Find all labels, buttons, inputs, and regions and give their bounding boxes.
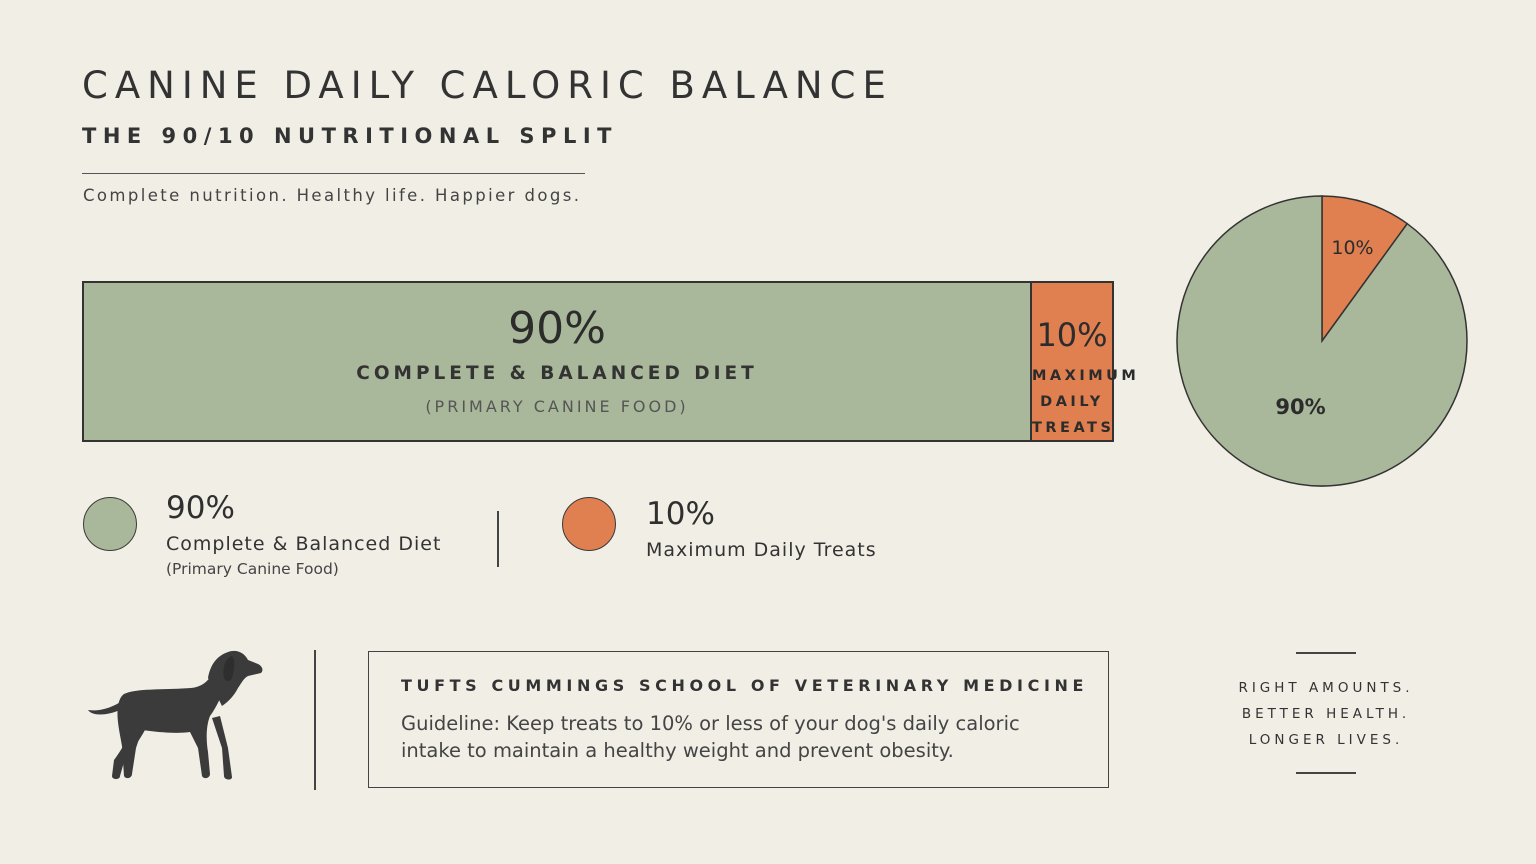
pie-slice-label-treats: 10% <box>1331 237 1373 259</box>
bar-segment-treats-label-line1: MAXIMUM <box>1032 368 1140 384</box>
source-callout: TUFTS CUMMINGS SCHOOL OF VETERINARY MEDI… <box>368 651 1109 788</box>
page-title: CANINE DAILY CALORIC BALANCE <box>82 64 893 107</box>
page-subtitle: THE 90/10 NUTRITIONAL SPLIT <box>82 124 618 148</box>
pie-slice-diet <box>1176 195 1468 487</box>
bottom-divider <box>314 650 316 790</box>
stacked-bar-chart: 90% COMPLETE & BALANCED DIET (PRIMARY CA… <box>82 281 1140 442</box>
bar-segment-treats-label-line2: DAILY TREATS <box>1032 394 1115 436</box>
bar-segment-treats-value: 10% <box>1036 316 1108 354</box>
motto-rule-top <box>1296 652 1356 654</box>
legend-diet-sublabel: (Primary Canine Food) <box>166 560 339 578</box>
legend-treats-label: Maximum Daily Treats <box>646 539 877 561</box>
legend-divider <box>497 511 499 567</box>
bar-segment-treats-label: MAXIMUM DAILY TREATS <box>1032 363 1140 441</box>
source-name: TUFTS CUMMINGS SCHOOL OF VETERINARY MEDI… <box>401 676 1089 695</box>
motto-line-3: LONGER LIVES. <box>1248 732 1404 748</box>
tagline: Complete nutrition. Healthy life. Happie… <box>83 186 582 205</box>
legend-diet-label: Complete & Balanced Diet <box>166 533 442 555</box>
motto: RIGHT AMOUNTS. BETTER HEALTH. LONGER LIV… <box>1226 675 1426 753</box>
legend-swatch-diet <box>83 497 137 551</box>
bar-segment-treats: 10% MAXIMUM DAILY TREATS <box>1032 283 1140 441</box>
legend-diet-value: 90% <box>166 490 235 526</box>
source-guideline: Guideline: Keep treats to 10% or less of… <box>401 712 1020 762</box>
motto-rule-bottom <box>1296 772 1356 774</box>
bar-segment-diet-label: COMPLETE & BALANCED DIET <box>356 363 758 384</box>
pie-slice-treats <box>1321 195 1409 344</box>
pie-chart: 10% 90% <box>1176 195 1468 487</box>
motto-line-2: BETTER HEALTH. <box>1241 706 1411 722</box>
pie-slice-label-diet: 90% <box>1275 395 1325 419</box>
dog-silhouette-icon <box>88 650 263 780</box>
legend-treats-value: 10% <box>646 496 715 532</box>
bar-segment-diet: 90% COMPLETE & BALANCED DIET (PRIMARY CA… <box>84 283 1032 440</box>
motto-line-1: RIGHT AMOUNTS. <box>1238 680 1414 696</box>
legend-swatch-treats <box>562 497 616 551</box>
bar-segment-diet-sublabel: (PRIMARY CANINE FOOD) <box>425 397 689 416</box>
bar-segment-diet-value: 90% <box>508 303 606 354</box>
header-divider <box>82 173 585 174</box>
